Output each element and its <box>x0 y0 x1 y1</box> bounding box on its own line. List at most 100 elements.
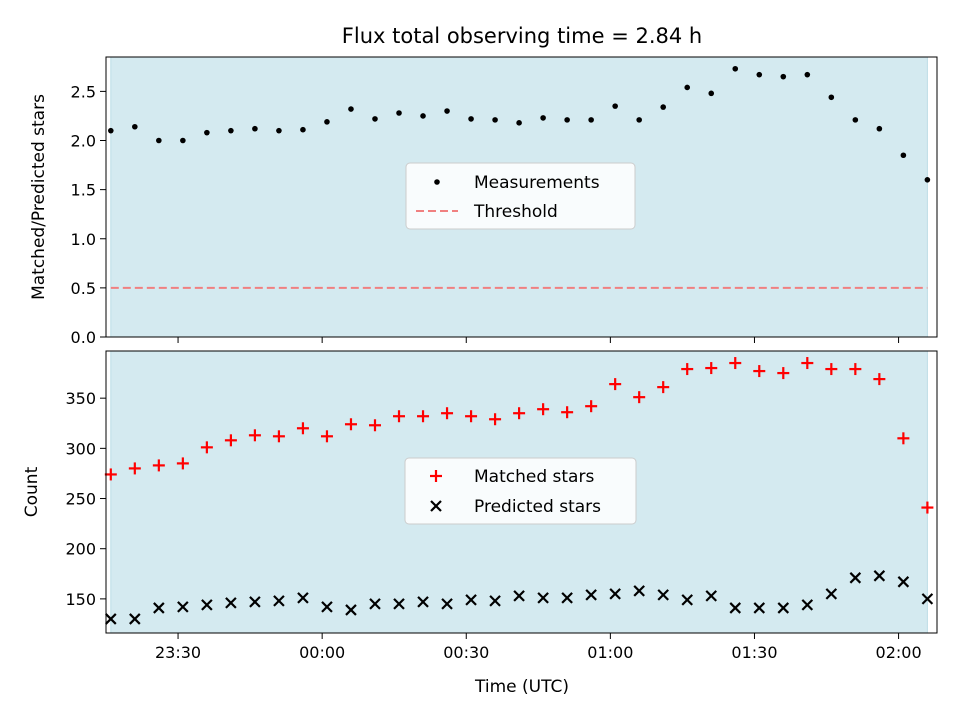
matched-star-point <box>537 403 550 416</box>
matched-star-point <box>465 410 478 423</box>
matched-star-point <box>849 363 862 376</box>
predicted-star-point <box>273 595 285 607</box>
matched-legend-label: Matched stars <box>474 467 594 487</box>
count-y-tick-label: 350 <box>65 389 96 408</box>
measurement-point <box>924 177 931 183</box>
predicted-star-point <box>801 599 814 611</box>
matched-star-point <box>320 430 333 443</box>
measurement-point <box>780 73 787 80</box>
measurement-point <box>300 126 306 133</box>
predicted-star-point <box>345 604 357 616</box>
predicted-star-point <box>609 588 621 600</box>
measurement-point <box>636 117 642 123</box>
predicted-star-point <box>825 588 838 600</box>
measurement-point <box>588 117 594 123</box>
ratio-y-ticks: 0.0 0.5 1.0 1.5 2.0 2.5 <box>71 82 106 347</box>
measurement-point <box>132 123 138 130</box>
ratio-y-tick-label: 2.5 <box>71 82 96 101</box>
count-x-tick-label: 02:00 <box>876 643 922 662</box>
measurement-point <box>324 119 330 125</box>
measurement-point <box>732 65 739 72</box>
ratio-y-tick-label: 0.5 <box>71 279 96 298</box>
measurement-point <box>228 127 234 134</box>
ratio-legend: Measurements Threshold <box>405 162 636 230</box>
count-x-tick-label: 01:00 <box>587 643 633 662</box>
matched-star-point <box>897 432 910 445</box>
count-y-tick-label: 150 <box>65 590 96 609</box>
count-x-tick-label: 01:30 <box>731 643 777 662</box>
matched-star-point <box>585 400 598 413</box>
count-x-ticks: 23:30 00:00 00:30 01:00 01:30 02:00 <box>155 633 922 662</box>
matched-star-point <box>777 367 790 380</box>
predicted-star-point <box>177 601 189 613</box>
matched-star-point <box>441 407 454 420</box>
predicted-stars-points <box>105 570 934 625</box>
predicted-star-point <box>321 601 333 613</box>
ratio-y-tick-label: 0.0 <box>71 328 96 347</box>
matched-star-point <box>272 430 285 443</box>
threshold-legend-label: Threshold <box>473 202 558 222</box>
measurement-point <box>660 104 667 110</box>
predicted-star-point <box>873 570 886 582</box>
matched-star-point <box>705 362 718 375</box>
predicted-star-point <box>249 596 261 608</box>
matched-star-point <box>609 378 622 391</box>
predicted-star-point <box>537 592 549 604</box>
predicted-star-point <box>369 598 381 610</box>
ratio-y-axis-label: Matched/Predicted stars <box>29 94 49 300</box>
ratio-y-tick-label: 1.0 <box>71 230 96 249</box>
matched-star-point <box>200 441 213 454</box>
predicted-star-point <box>393 598 405 610</box>
predicted-star-point <box>465 594 477 606</box>
matched-star-point <box>825 363 838 376</box>
measurement-point <box>396 110 402 116</box>
matched-star-point <box>296 422 309 435</box>
predicted-legend-marker <box>430 500 442 512</box>
matched-star-point <box>513 407 526 420</box>
predicted-star-point <box>513 590 525 602</box>
measurement-point <box>900 152 907 159</box>
predicted-star-point <box>657 589 669 601</box>
predicted-star-point <box>705 590 718 602</box>
predicted-star-point <box>681 594 693 606</box>
chart-title: Flux total observing time = 2.84 h <box>342 24 702 48</box>
measurement-point <box>828 94 835 101</box>
predicted-star-point <box>153 602 165 614</box>
matched-star-point <box>633 391 646 404</box>
predicted-star-point <box>897 576 910 588</box>
count-y-tick-label: 300 <box>65 439 96 458</box>
matched-star-point <box>128 462 141 475</box>
ratio-x-ticks <box>177 337 900 343</box>
x-axis-label: Time (UTC) <box>474 677 569 697</box>
measurement-point <box>756 71 763 78</box>
predicted-star-point <box>585 589 597 601</box>
count-panel: 150 200 250 300 350 23:30 00:00 00:30 01:00 01:3… <box>22 350 938 697</box>
predicted-star-point <box>105 613 117 625</box>
predicted-star-point <box>417 596 429 608</box>
predicted-star-point <box>225 597 237 609</box>
measurement-point <box>180 137 186 144</box>
matched-star-point <box>681 363 694 376</box>
measurement-point <box>516 120 522 126</box>
measurement-point <box>684 84 691 91</box>
matched-stars-points <box>104 357 934 514</box>
ratio-legend-box <box>405 162 636 230</box>
count-y-tick-label: 250 <box>65 490 96 509</box>
matched-star-point <box>248 429 261 442</box>
measurement-point <box>564 117 570 123</box>
measurement-point <box>108 127 114 134</box>
matched-star-point <box>657 381 670 394</box>
predicted-star-point <box>729 602 742 614</box>
predicted-star-point <box>777 602 790 614</box>
measurement-point <box>156 137 162 144</box>
matched-star-point <box>344 418 357 431</box>
measurement-point <box>348 106 354 112</box>
measurement-point <box>708 90 715 97</box>
predicted-star-point <box>633 585 645 597</box>
measurement-point <box>852 117 859 123</box>
predicted-star-point <box>441 598 453 610</box>
matched-star-point <box>417 410 430 423</box>
count-y-tick-label: 200 <box>65 540 96 559</box>
predicted-star-point <box>489 595 501 607</box>
ratio-y-tick-label: 1.5 <box>71 181 96 200</box>
